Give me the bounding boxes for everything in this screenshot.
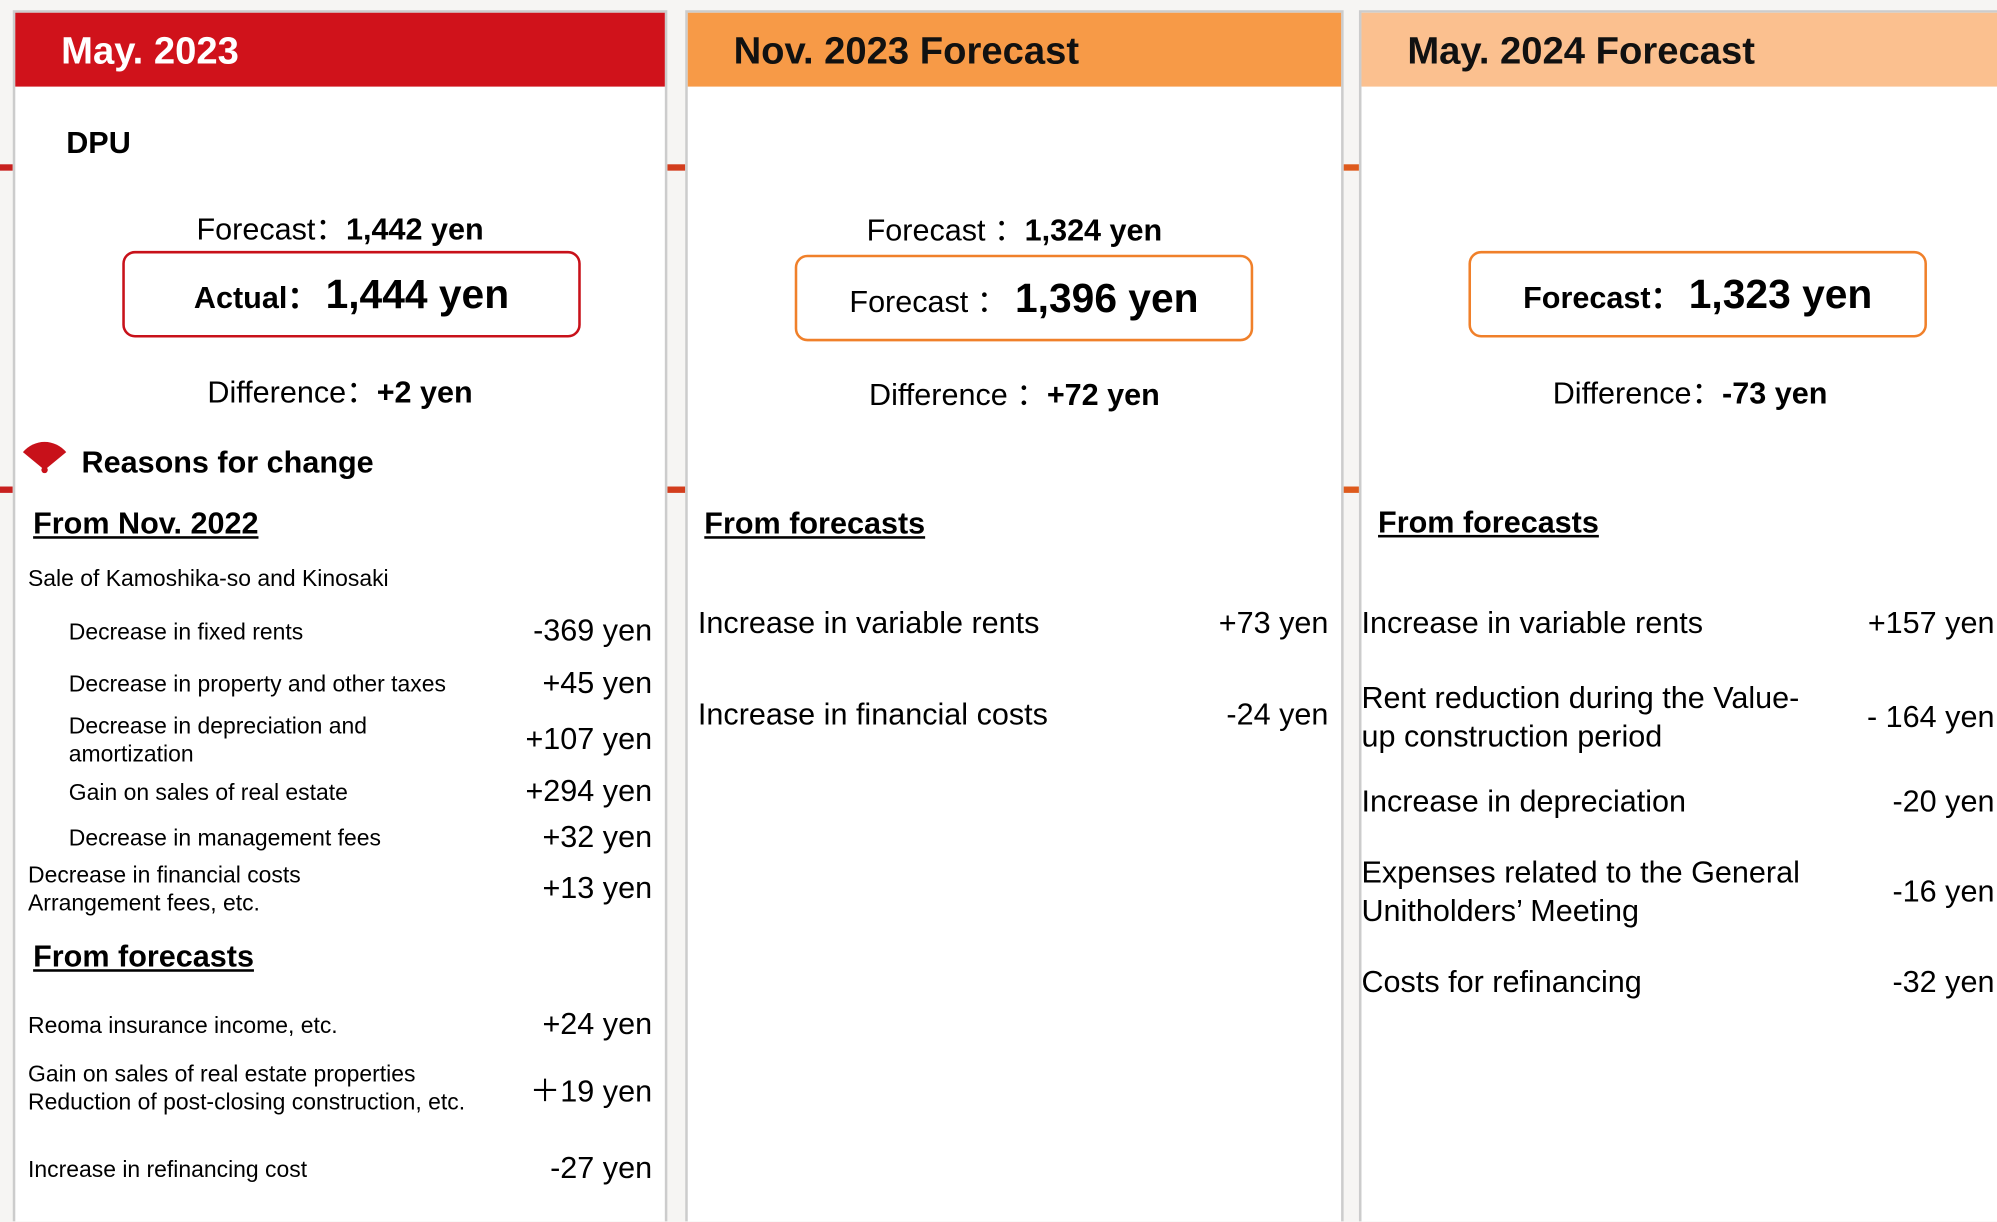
reason-value: -20 yen [1892, 784, 1995, 819]
result-label: Actual： [193, 280, 318, 316]
column-header: Nov. 2023 Forecast [687, 12, 1342, 87]
reason-value: +32 yen [542, 820, 653, 855]
reason-row: Expenses related to the General Unithold… [1361, 848, 1994, 937]
result-value: 1,323 yen [1688, 270, 1873, 317]
forecast-line-label: Forecast ： [866, 213, 1025, 249]
reason-value: -16 yen [1892, 874, 1995, 910]
difference-line-label: Difference ： [868, 378, 1047, 413]
reason-label: Increase in refinancing cost [28, 1156, 308, 1182]
reason-row: Gain on sales of real estate +294 yen [69, 769, 652, 815]
result-box: Forecast： 1,323 yen [1468, 250, 1927, 338]
reason-row: Decrease in management fees +32 yen [69, 815, 652, 861]
reason-value: +45 yen [542, 666, 653, 701]
reason-value: -369 yen [533, 613, 653, 649]
reason-row: Decrease in property and other taxes +45 … [69, 657, 652, 710]
group-heading: From forecasts [1378, 505, 1599, 541]
group-heading: From Nov. 2022 [33, 506, 259, 542]
reason-row: Reoma insurance income, etc. +24 yen [28, 1000, 652, 1051]
difference-line-label: Difference： [207, 375, 377, 411]
result-label: Forecast ： [849, 284, 1008, 320]
reason-label: Decrease in management fees [68, 824, 381, 851]
group-heading: From forecasts [704, 506, 926, 542]
reason-row: Decrease in financial costs Arrangement … [28, 861, 652, 917]
reason-label: Increase in financial costs [697, 697, 1048, 733]
reason-label: Gain on sales of real estate [68, 779, 348, 805]
forecast-line-value: 1,442 yen [345, 212, 484, 248]
reason-value: +24 yen [542, 1007, 653, 1042]
reason-row: Costs for refinancing -32 yen [1361, 950, 1994, 1016]
reason-value: -32 yen [1892, 965, 1995, 1000]
reason-label: Decrease in property and other taxes [68, 670, 446, 697]
reason-label: Decrease in depreciation and amortizatio… [68, 712, 367, 767]
fan-icon [22, 441, 67, 474]
reason-value: - 164 yen [1866, 700, 1995, 735]
reason-value: +13 yen [542, 871, 653, 906]
column: Nov. 2023 Forecast Forecast ：1,324 yen For… [685, 10, 1344, 1222]
result-box: Forecast ： 1,396 yen [794, 254, 1254, 342]
result-box: Actual： 1,444 yen [122, 250, 581, 338]
column: May. 2024 Forecast Forecast： 1,323 yen Diff… [1358, 10, 1997, 1222]
reason-row: Increase in depreciation -20 yen [1361, 769, 1994, 835]
reason-row: Increase in financial costs -24 yen [698, 685, 1328, 746]
forecast-line-label: Forecast： [196, 212, 346, 248]
reason-label: Reoma insurance income, etc. [28, 1012, 338, 1038]
difference-line: Difference：-73 yen [1361, 368, 1997, 413]
result-label: Forecast： [1523, 280, 1682, 316]
reason-label: Decrease in financial costs Arrangement … [28, 861, 301, 916]
forecast-line: Forecast：1,442 yen [15, 204, 665, 249]
difference-line-label: Difference： [1552, 376, 1723, 412]
reason-row: Increase in variable rents +73 yen [698, 593, 1328, 654]
reason-label: Rent reduction during the Value- up cons… [1361, 681, 1800, 754]
result-value: 1,396 yen [1014, 274, 1199, 321]
reason-label: Decrease in fixed rents [68, 618, 304, 645]
reason-row: Decrease in fixed rents -369 yen [69, 606, 652, 657]
column-header: May. 2023 [15, 12, 665, 87]
forecast-line-value: 1,324 yen [1024, 213, 1163, 249]
reason-label: Increase in depreciation [1361, 784, 1687, 819]
reason-label: Expenses related to the General Unithold… [1361, 855, 1800, 929]
reason-value: +73 yen [1218, 606, 1329, 641]
group-subheading: Sale of Kamoshika-so and Kinosaki [28, 565, 389, 591]
reason-row: Rent reduction during the Value- up cons… [1361, 672, 1994, 764]
reason-value: -24 yen [1226, 697, 1329, 733]
reason-label: Costs for refinancing [1361, 965, 1642, 1000]
reason-value: ＋19 yen [529, 1074, 653, 1109]
section-label: DPU [66, 126, 131, 161]
reason-value: +294 yen [525, 774, 653, 809]
difference-line-value: +2 yen [376, 375, 473, 411]
forecast-line: Forecast ：1,324 yen [688, 205, 1341, 250]
reason-label: Gain on sales of real estate properties … [28, 1060, 466, 1115]
group-heading: From forecasts [33, 939, 254, 975]
reason-row: Increase in refinancing cost -27 yen [28, 1140, 652, 1199]
reason-label: Increase in variable rents [697, 606, 1040, 641]
difference-line-value: +72 yen [1046, 378, 1160, 413]
column-header: May. 2024 Forecast [1361, 12, 1997, 87]
difference-line-value: -73 yen [1722, 376, 1828, 412]
reason-label: Increase in variable rents [1361, 606, 1703, 641]
reason-value: +107 yen [525, 722, 653, 757]
reason-row: Gain on sales of real estate properties … [28, 1060, 653, 1115]
result-value: 1,444 yen [325, 270, 510, 317]
reason-row: Decrease in depreciation and amortizatio… [69, 711, 652, 770]
difference-line: Difference：+2 yen [15, 367, 665, 412]
section-label: Reasons for change [81, 445, 374, 481]
reason-row: Increase in variable rents +157 yen [1361, 591, 1994, 657]
reason-value: -27 yen [550, 1151, 653, 1186]
difference-line: Difference ：+72 yen [688, 369, 1341, 414]
reason-value: +157 yen [1867, 606, 1995, 641]
column: May. 2023 Forecast：1,442 yen Actual： 1,444 … [12, 10, 668, 1222]
